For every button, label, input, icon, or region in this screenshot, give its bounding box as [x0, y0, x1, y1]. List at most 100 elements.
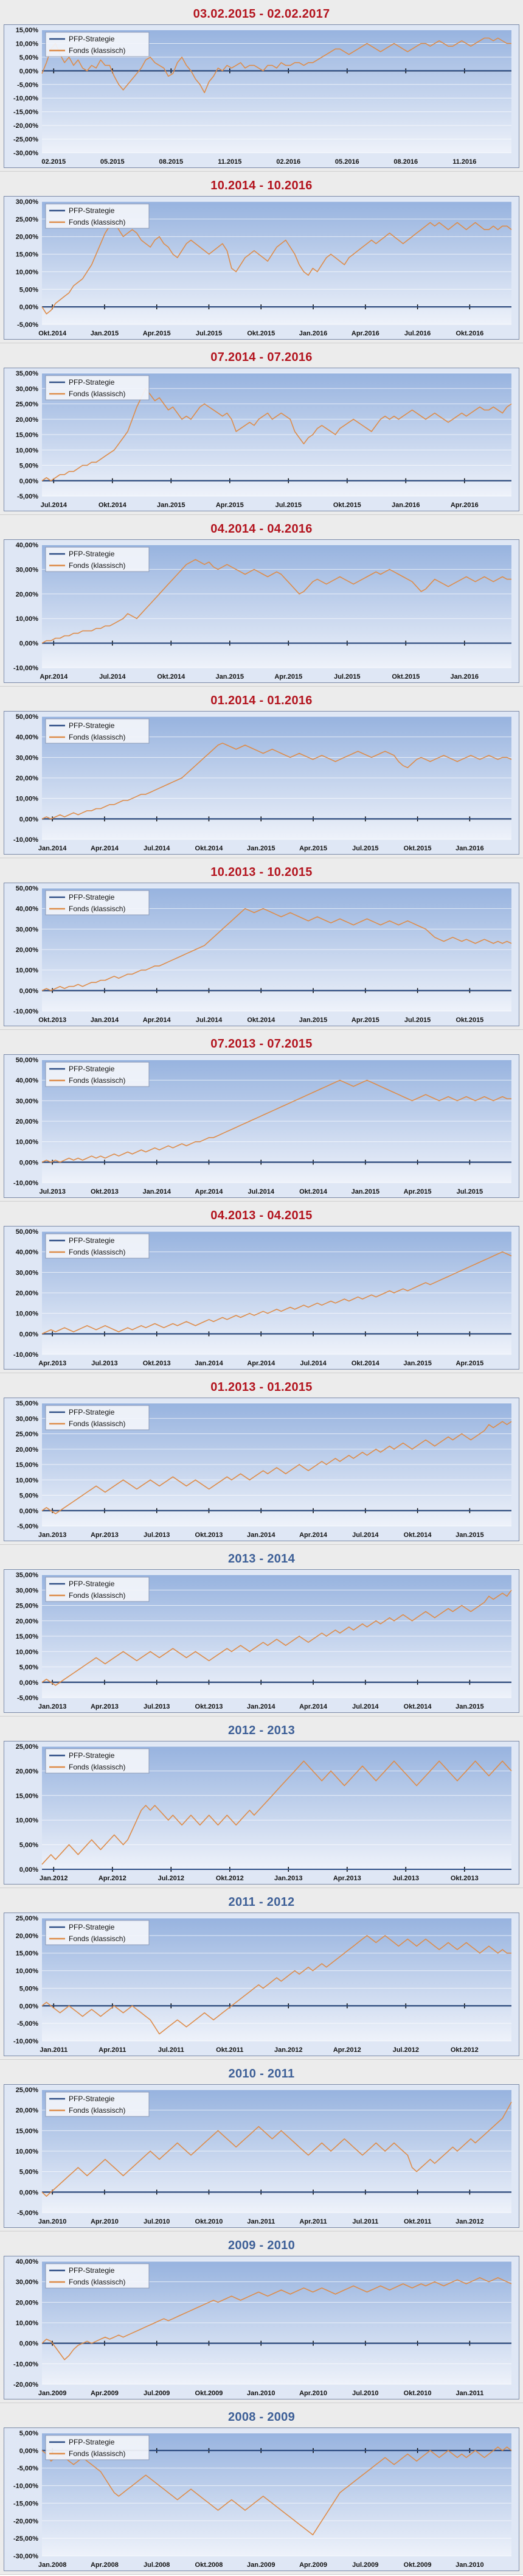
- x-tick-label: Jan.2014: [91, 1017, 119, 1024]
- y-tick-label: 10,00%: [16, 615, 39, 623]
- line-chart: 5,00% 0,00% -5,00% -10,00% -15,00% -20,00% -25…: [13, 2430, 512, 2569]
- fund-series-line: [41, 559, 511, 644]
- x-tick-label: Jan.2012: [274, 2046, 302, 2054]
- legend-box: [45, 718, 150, 744]
- legend: PFP-Strategie Fonds (klassisch): [45, 1748, 150, 1774]
- x-tick-label: Jul.2013: [393, 1875, 419, 1882]
- x-tick-label: Jan.2010: [247, 2390, 275, 2397]
- y-tick-label: 25,00%: [16, 1431, 39, 1438]
- y-tick-label: 40,00%: [16, 542, 39, 549]
- y-tick-label: 0,00%: [19, 68, 38, 75]
- x-tick-label: Jul.2014: [352, 1703, 379, 1710]
- x-tick-label: Apr.2014: [40, 673, 68, 681]
- y-tick-label: -10,00%: [13, 836, 38, 844]
- y-tick-label: 25,00%: [16, 401, 39, 408]
- x-tick-label: Jan.2014: [195, 1360, 223, 1367]
- y-tick-label: 5,00%: [19, 1985, 38, 1992]
- legend-label-strategy: PFP-Strategie: [69, 35, 115, 43]
- x-tick-label: Okt.2014: [157, 673, 185, 681]
- x-tick-label: Jan.2014: [247, 1703, 275, 1710]
- y-tick-label: 0,00%: [19, 2340, 38, 2348]
- x-tick-label: Jul.2014: [352, 1531, 379, 1539]
- chart-panel: 01.2014 - 01.2016 50,00% 40,00% 30,00% 20,00…: [0, 687, 523, 858]
- x-tick-label: Apr.2015: [143, 330, 171, 337]
- x-tick-label: Apr.2013: [91, 1531, 119, 1539]
- chart-title: 07.2013 - 07.2015: [210, 1037, 313, 1051]
- x-tick-label: Jan.2014: [142, 1188, 171, 1195]
- y-tick-label: 30,00%: [16, 1097, 39, 1105]
- y-tick-label: 20,00%: [16, 1933, 39, 1940]
- chart-panel: 2009 - 2010 40,00% 30,00% 20,00% 10,00% 0,00%…: [0, 2231, 523, 2403]
- y-tick-label: 50,00%: [16, 1228, 39, 1236]
- y-tick-label: 20,00%: [16, 591, 39, 598]
- x-tick-label: Okt.2010: [404, 2390, 432, 2397]
- y-tick-label: 0,00%: [19, 1679, 38, 1687]
- y-tick-label: 0,00%: [19, 2189, 38, 2196]
- chart-frame: 35,00% 30,00% 25,00% 20,00% 15,00% 10,00% 5,00…: [4, 1569, 519, 1713]
- x-tick-label: Jul.2012: [158, 1875, 184, 1882]
- y-tick-label: -5,00%: [17, 493, 38, 500]
- x-tick-label: Apr.2013: [91, 1703, 119, 1710]
- legend: PFP-Strategie Fonds (klassisch): [45, 718, 150, 744]
- y-tick-label: -10,00%: [13, 1351, 38, 1359]
- x-tick-label: Okt.2013: [91, 1188, 119, 1195]
- chart-frame: 35,00% 30,00% 25,00% 20,00% 15,00% 10,00% 5,00…: [4, 1398, 519, 1541]
- line-chart: 35,00% 30,00% 25,00% 20,00% 15,00% 10,00% 5,00…: [16, 370, 512, 509]
- x-tick-label: Okt.2013: [195, 1531, 223, 1539]
- x-tick-label: Jan.2014: [38, 845, 67, 852]
- y-tick-label: 35,00%: [16, 1400, 39, 1407]
- legend-box: [45, 1577, 150, 1602]
- chart-panel: 2008 - 2009 5,00% 0,00% -5,00% -10,00% -15,00…: [0, 2403, 523, 2575]
- y-tick-label: 10,00%: [16, 1648, 39, 1656]
- y-tick-label: 5,00%: [19, 463, 38, 470]
- y-tick-label: 10,00%: [16, 447, 39, 454]
- y-tick-label: 40,00%: [16, 2258, 39, 2266]
- legend-box: [45, 1062, 150, 1087]
- y-tick-label: 0,00%: [19, 1508, 38, 1515]
- x-tick-label: Apr.2009: [299, 2561, 327, 2569]
- chart-title: 2010 - 2011: [228, 2067, 295, 2081]
- x-tick-label: Jan.2015: [157, 502, 185, 509]
- x-tick-label: Jul.2014: [144, 845, 170, 852]
- y-tick-label: 25,00%: [16, 216, 39, 223]
- y-tick-label: 20,00%: [16, 1118, 39, 1125]
- x-tick-label: Okt.2013: [143, 1360, 171, 1367]
- line-chart: 35,00% 30,00% 25,00% 20,00% 15,00% 10,00% 5,00…: [16, 1572, 512, 1710]
- legend-label-fund: Fonds (klassisch): [69, 218, 125, 226]
- x-tick-label: Jan.2015: [91, 330, 119, 337]
- legend: PFP-Strategie Fonds (klassisch): [45, 1233, 150, 1259]
- chart-panel: 01.2013 - 01.2015 35,00% 30,00% 25,00% 20,00…: [0, 1373, 523, 1545]
- x-tick-label: Jul.2014: [196, 1017, 223, 1024]
- y-tick-label: 20,00%: [16, 1768, 39, 1775]
- x-tick-label: 02.2015: [41, 158, 66, 166]
- line-chart: 50,00% 40,00% 30,00% 20,00% 10,00% 0,00% -10,0…: [13, 885, 512, 1024]
- legend-box: [45, 2091, 150, 2117]
- x-tick-label: Okt.2014: [38, 330, 67, 337]
- x-tick-label: Okt.2015: [333, 502, 361, 509]
- line-chart: 15,00% 10,00% 5,00% 0,00% -5,00% -10,00% -15,0…: [13, 27, 511, 166]
- x-tick-label: Jul.2013: [91, 1360, 117, 1367]
- chart-panel: 03.02.2015 - 02.02.2017 15,00% 10,00% 5,00%…: [0, 0, 523, 172]
- y-tick-label: 50,00%: [16, 885, 39, 892]
- y-tick-label: 10,00%: [16, 268, 39, 276]
- legend-box: [45, 1233, 150, 1259]
- chart-frame: 30,00% 25,00% 20,00% 15,00% 10,00% 5,00% 0,00%…: [4, 196, 519, 340]
- chart-panel: 10.2013 - 10.2015 50,00% 40,00% 30,00% 20,00…: [0, 858, 523, 1030]
- fund-series-line: [41, 1760, 512, 1865]
- x-tick-label: Jan.2011: [247, 2218, 275, 2225]
- y-tick-label: 0,00%: [19, 2448, 38, 2455]
- y-tick-label: 15,00%: [16, 1793, 39, 1800]
- y-tick-label: -10,00%: [13, 2483, 38, 2490]
- legend-label-fund: Fonds (klassisch): [69, 2106, 125, 2115]
- x-tick-label: Okt.2014: [99, 502, 127, 509]
- y-tick-label: 40,00%: [16, 734, 39, 741]
- legend-label-strategy: PFP-Strategie: [69, 893, 115, 901]
- x-tick-label: Okt.2010: [195, 2218, 223, 2225]
- x-tick-label: Okt.2015: [247, 330, 275, 337]
- chart-frame: 50,00% 40,00% 30,00% 20,00% 10,00% 0,00% -10,0…: [4, 883, 519, 1026]
- legend-box: [45, 2263, 150, 2289]
- fund-series-line: [41, 2277, 512, 2361]
- x-tick-label: Okt.2016: [455, 330, 483, 337]
- chart-panel: 07.2013 - 07.2015 50,00% 40,00% 30,00% 20,00…: [0, 1030, 523, 1202]
- x-tick-label: Apr.2015: [455, 1360, 483, 1367]
